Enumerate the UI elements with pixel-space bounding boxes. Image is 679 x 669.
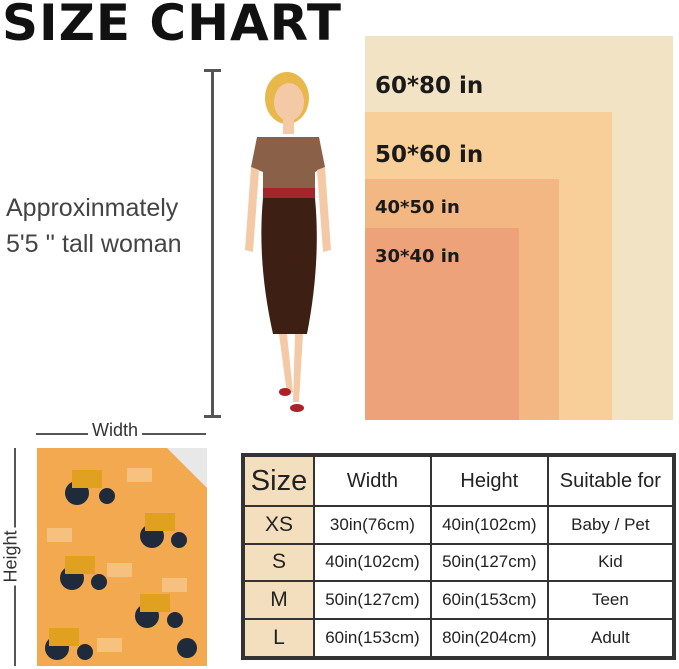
height-measure-line	[211, 70, 214, 418]
cell-height: 60in(153cm)	[429, 580, 549, 620]
header-height: Height	[429, 454, 549, 507]
cell-suitable: Baby / Pet	[546, 505, 676, 545]
cell-suitable: Kid	[546, 542, 676, 583]
table-row: L 60in(153cm) 80in(204cm) Adult	[242, 617, 676, 660]
header-suitable-for: Suitable for	[546, 454, 676, 507]
header-width: Width	[313, 454, 432, 507]
height-description: Approxinmately 5'5 '' tall woman	[6, 190, 182, 262]
size-label: 50*60 in	[375, 142, 484, 168]
cell-suitable: Adult	[546, 617, 676, 660]
table-row: S 40in(102cm) 50in(127cm) Kid	[242, 542, 676, 583]
cell-size: M	[242, 580, 315, 620]
size-table: Size Width Height Suitable for XS 30in(7…	[241, 453, 676, 660]
cell-size: XS	[242, 505, 315, 545]
header-size: Size	[242, 454, 315, 507]
table-row: XS 30in(76cm) 40in(102cm) Baby / Pet	[242, 505, 676, 545]
page-title: SIZE CHART	[2, 0, 343, 52]
cell-width: 30in(76cm)	[313, 505, 432, 545]
blanket-image	[37, 448, 207, 666]
width-label: Width	[88, 420, 143, 441]
tractor-pattern	[45, 470, 197, 660]
size-label: 40*50 in	[375, 197, 460, 218]
cell-size: L	[242, 617, 315, 660]
cell-suitable: Teen	[546, 580, 676, 620]
height-measure-cap-top	[204, 69, 221, 72]
cell-width: 50in(127cm)	[313, 580, 432, 620]
cell-height: 40in(102cm)	[429, 505, 549, 545]
height-label: Height	[0, 527, 22, 586]
cell-width: 60in(153cm)	[313, 617, 432, 660]
size-label: 30*40 in	[375, 246, 460, 267]
table-header-row: Size Width Height Suitable for	[242, 454, 676, 507]
description-line-1: Approxinmately	[6, 194, 179, 222]
height-measure-cap-bottom	[204, 415, 221, 418]
size-label: 60*80 in	[375, 73, 484, 99]
cell-size: S	[242, 542, 315, 583]
woman-figure	[245, 72, 331, 412]
cell-width: 40in(102cm)	[313, 542, 432, 583]
cell-height: 80in(204cm)	[429, 617, 549, 660]
size-rect-30x40: 30*40 in	[365, 228, 519, 420]
description-line-2: 5'5 '' tall woman	[6, 230, 182, 258]
cell-height: 50in(127cm)	[429, 542, 549, 583]
table-row: M 50in(127cm) 60in(153cm) Teen	[242, 580, 676, 620]
